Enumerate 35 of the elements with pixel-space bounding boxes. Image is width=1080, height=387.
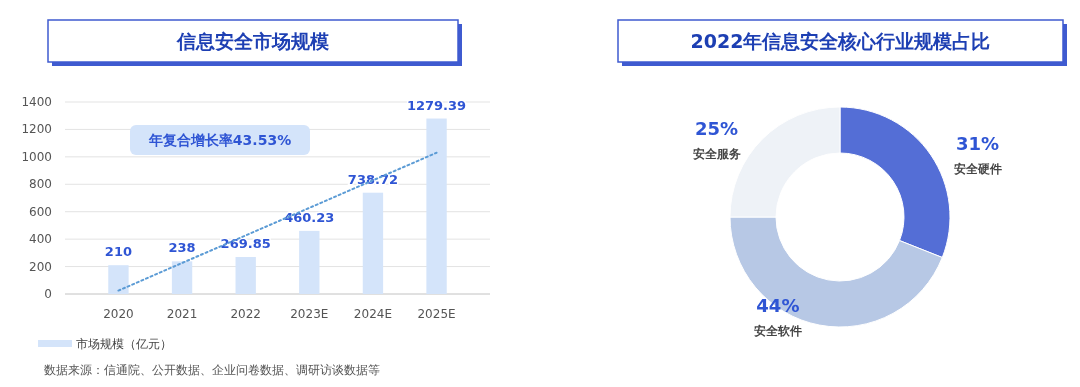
x-tick-label: 2025E bbox=[417, 307, 456, 321]
data-label: 44% bbox=[756, 295, 800, 317]
x-tick-label: 2020 bbox=[103, 307, 134, 321]
x-tick-label: 2023E bbox=[290, 307, 329, 321]
x-tick-label: 2022 bbox=[230, 307, 261, 321]
data-label: 210 bbox=[104, 244, 133, 260]
y-tick-label: 1000 bbox=[21, 149, 52, 164]
bar bbox=[171, 261, 193, 294]
source-note: 数据来源：信通院、公开数据、企业问卷数据、调研访谈数据等 bbox=[44, 363, 380, 377]
x-tick-label: 2024E bbox=[353, 307, 392, 321]
annotation: 年复合增长率43.53% bbox=[147, 132, 292, 148]
data-label: 238 bbox=[168, 240, 196, 256]
y-tick-label: 0 bbox=[44, 287, 52, 301]
y-tick-label: 1200 bbox=[21, 122, 52, 137]
bar bbox=[362, 192, 384, 294]
data-label: 460.23 bbox=[284, 209, 335, 225]
data-label: 31% bbox=[956, 132, 1000, 154]
slice-label: 安全软件 bbox=[753, 324, 802, 339]
bar bbox=[426, 118, 447, 294]
bar bbox=[299, 230, 320, 294]
y-tick-label: 800 bbox=[29, 177, 52, 192]
bar bbox=[235, 256, 256, 294]
y-tick-label: 600 bbox=[29, 204, 52, 219]
x-tick-label: 2021 bbox=[166, 307, 198, 321]
data-label: 1279.39 bbox=[406, 97, 467, 113]
bar bbox=[108, 265, 129, 294]
slice-label: 安全硬件 bbox=[953, 161, 1002, 176]
legend-label: 市场规模（亿元） bbox=[76, 337, 172, 351]
y-tick-label: 400 bbox=[29, 232, 52, 247]
slice-label: 安全服务 bbox=[692, 146, 741, 161]
y-tick-label: 1400 bbox=[21, 95, 52, 109]
data-label: 25% bbox=[695, 117, 739, 139]
chart-title: 信息安全市场规模 bbox=[176, 30, 329, 52]
chart-title: 2022年信息安全核心行业规模占比 bbox=[690, 30, 991, 52]
y-tick-label: 200 bbox=[29, 259, 52, 274]
